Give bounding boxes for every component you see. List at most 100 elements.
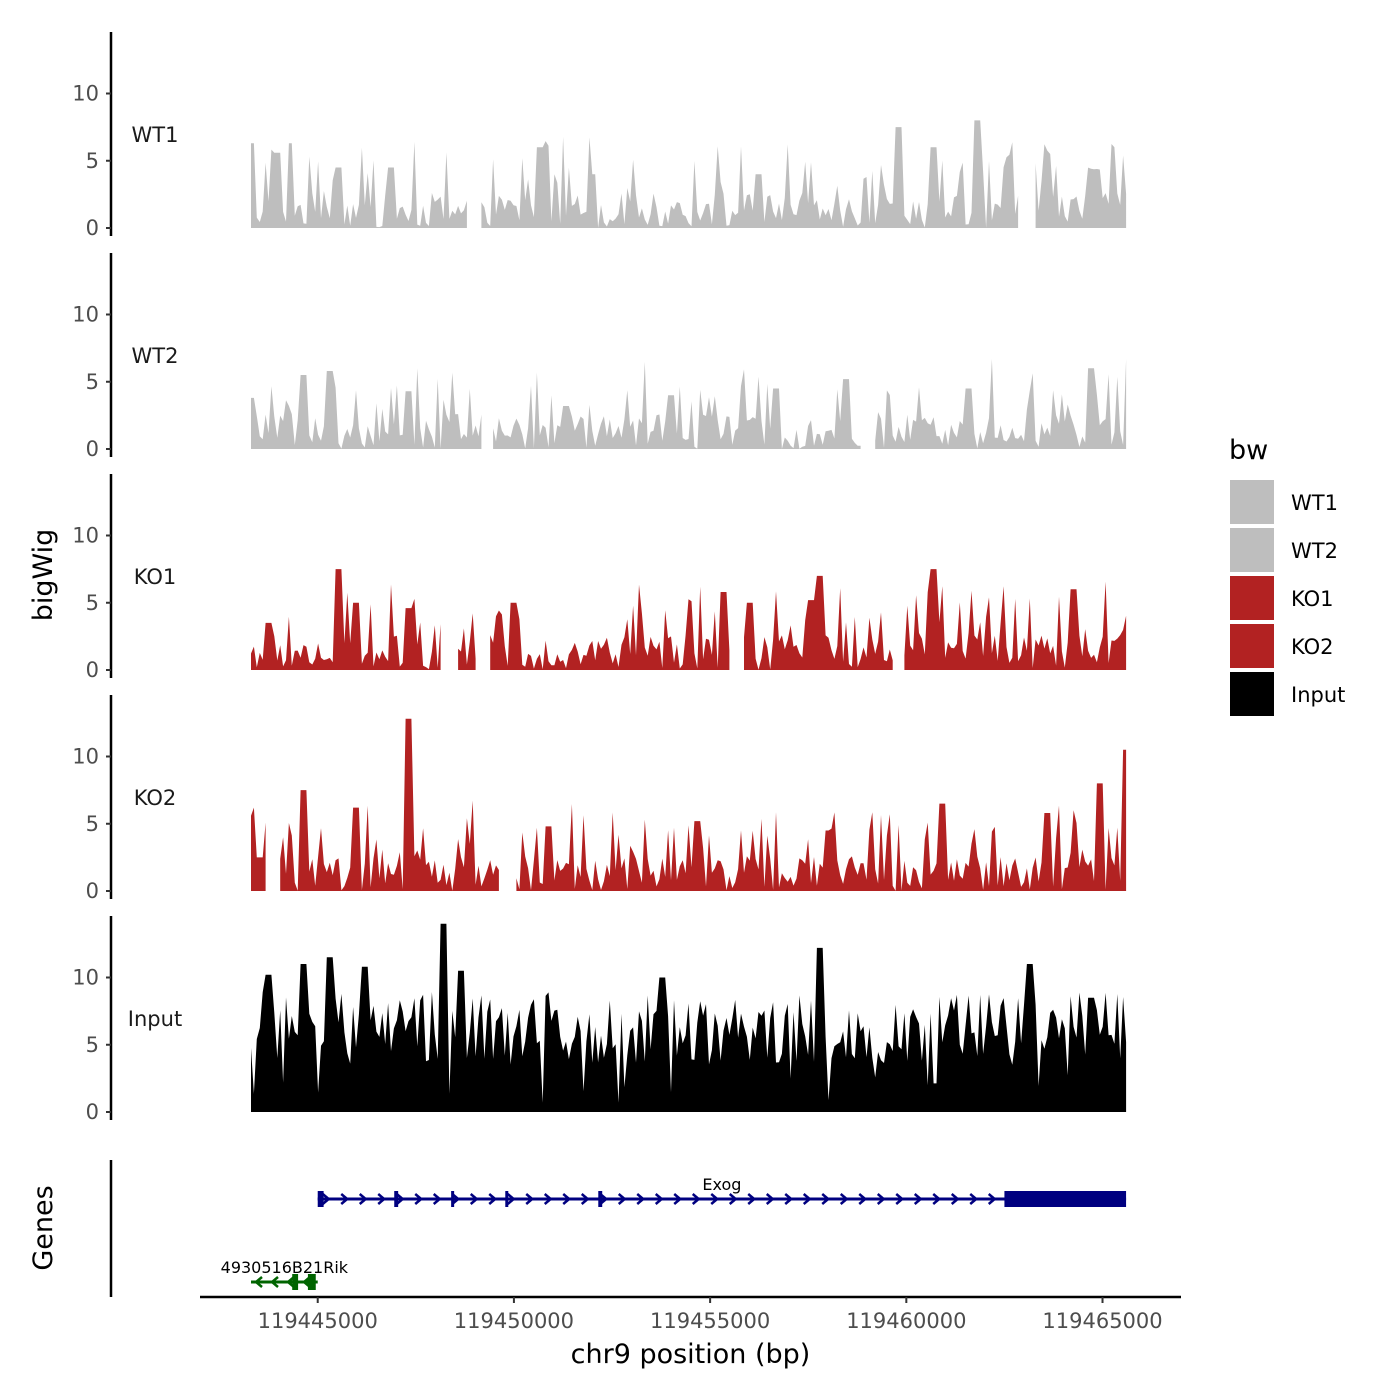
y-tick-label: 5 [86,812,99,836]
exon [292,1274,299,1290]
exon [317,1191,324,1207]
strand-arrow [340,1193,350,1205]
exon [451,1191,455,1207]
legend-label: KO1 [1291,587,1334,611]
y-tick-label: 5 [86,149,99,173]
coverage-area [251,569,441,670]
track-label: WT1 [132,123,179,147]
coverage-area [458,613,476,670]
strand-arrow [562,1193,572,1205]
y-tick-label: 0 [86,658,99,682]
coverage-area [904,569,1127,670]
exon [598,1191,603,1207]
track-label: KO2 [134,786,177,810]
exon [505,1191,509,1207]
strand-arrow [784,1193,794,1205]
strand-arrow [765,1193,775,1205]
strand-arrow [932,1193,942,1205]
coverage-area [1035,144,1127,228]
track-label: KO1 [134,565,177,589]
strand-arrow [321,1193,331,1205]
strand-arrow [432,1193,442,1205]
strand-arrow [506,1193,516,1205]
strand-arrow [839,1193,849,1205]
y-tick-label: 0 [86,216,99,240]
x-tick-label: 119460000 [846,1309,966,1333]
legend-label: Input [1291,683,1345,707]
strand-arrow [358,1193,368,1205]
strand-arrow [525,1193,535,1205]
genes-panel: Genes Exog 4930516B21Rik [28,1160,1127,1297]
y-tick-label: 10 [72,745,99,769]
legend-swatch [1230,528,1274,572]
strand-arrow [987,1193,997,1205]
track-ko2: 0 5 10 KO2 [72,695,1127,903]
strand-arrow [802,1193,812,1205]
y-tick-label: 5 [86,591,99,615]
track-ko1: 0 5 10 KO1 [72,474,1127,682]
exon [1004,1191,1127,1207]
strand-arrow [395,1193,405,1205]
coverage-area [744,575,893,670]
strand-arrow [270,1276,279,1288]
strand-arrow [488,1193,498,1205]
y-axis-title: bigWig [28,529,59,622]
coverage-area [251,923,1127,1112]
strand-arrow [469,1193,479,1205]
y-tick-label: 5 [86,1033,99,1057]
strand-arrow [673,1193,683,1205]
legend-label: KO2 [1291,635,1334,659]
coverage-area [516,749,1127,891]
legend-label: WT1 [1291,491,1338,515]
legend-swatch [1230,480,1274,524]
track-input: 0 5 10 Input [72,916,1127,1124]
gene-label: Exog [702,1175,741,1194]
gene-label: 4930516B21Rik [221,1258,349,1277]
coverage-area [493,361,861,449]
strand-arrow [599,1193,609,1205]
strand-arrow [286,1276,295,1288]
x-tick-label: 119455000 [650,1309,770,1333]
y-tick-label: 0 [86,437,99,461]
y-tick-label: 10 [72,303,99,327]
strand-arrow [821,1193,831,1205]
strand-arrow [414,1193,424,1205]
track-label: Input [128,1007,182,1031]
track-wt2: 0 5 10 WT2 [72,253,1127,461]
strand-arrow [451,1193,461,1205]
legend-swatch [1230,624,1274,668]
exon [394,1191,399,1207]
strand-arrow [969,1193,979,1205]
coverage-area [280,718,499,891]
coverage-area [490,584,730,670]
x-axis: 119445000 119450000 119455000 119460000 1194… [200,1295,1181,1370]
strand-arrow [950,1193,960,1205]
genes-panel-title: Genes [28,1185,59,1270]
strand-arrow [654,1193,664,1205]
y-tick-label: 10 [72,524,99,548]
strand-arrow [617,1193,627,1205]
legend-swatch [1230,576,1274,620]
exon [307,1274,316,1290]
gene-4930516b21rik: 4930516B21Rik [221,1258,349,1290]
strand-arrow [858,1193,868,1205]
coverage-area [251,807,266,891]
strand-arrow [913,1193,923,1205]
strand-arrow [580,1193,590,1205]
x-tick-label: 119465000 [1042,1309,1162,1333]
y-tick-label: 10 [72,82,99,106]
strand-arrow [254,1276,263,1288]
coverage-area [875,358,1127,449]
strand-arrow [728,1193,738,1205]
x-tick-label: 119445000 [258,1309,378,1333]
track-wt1: 0 5 10 WT1 [72,32,1127,240]
strand-arrow [747,1193,757,1205]
legend-swatch [1230,672,1274,716]
strand-arrow [636,1193,646,1205]
coverage-area [481,120,1019,228]
strand-arrow [710,1193,720,1205]
legend-label: WT2 [1291,539,1338,563]
strand-arrow [895,1193,905,1205]
track-label: WT2 [132,344,179,368]
